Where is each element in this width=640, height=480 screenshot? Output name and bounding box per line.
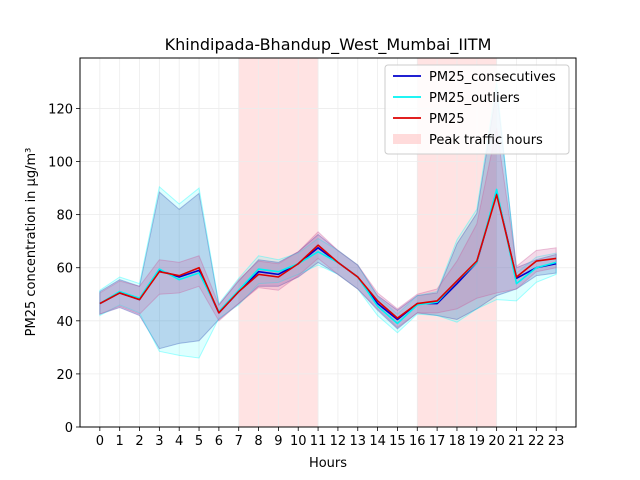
y-tick-label-60: 60 [56,262,73,277]
x-tick-label-5: 5 [195,434,203,449]
chart-title: Khindipada-Bhandup_West_Mumbai_IITM [165,35,492,55]
y-axis-label: PM25 concentration in µg/m³ [24,148,39,337]
x-tick-label-8: 8 [254,434,262,449]
y-tick-label-20: 20 [56,368,73,383]
x-tick-label-21: 21 [508,434,525,449]
x-tick-label-18: 18 [449,434,466,449]
band-PM25 [99,128,557,329]
x-tick-label-17: 17 [429,434,446,449]
x-tick-label-12: 12 [330,434,347,449]
plot-frame [79,57,577,428]
x-tick-label-11: 11 [310,434,327,449]
x-tick-label-10: 10 [290,434,307,449]
series-bands [99,81,557,359]
y-tick-label-120: 120 [48,102,73,117]
legend-box [384,64,570,155]
x-tick-label-15: 15 [389,434,406,449]
x-tick-label-14: 14 [369,434,386,449]
legend-label-1: PM25_outliers [429,91,520,106]
x-tick-label-0: 0 [96,434,104,449]
legend-label-2: PM25 [429,112,465,127]
legend: PM25_consecutives PM25_outliers PM25 Peak t… [384,64,570,155]
band-PM25_outliers [99,81,557,359]
x-tick-label-19: 19 [469,434,486,449]
y-tick-label-100: 100 [48,156,73,171]
y-tick-label-80: 80 [56,209,73,224]
x-axis-label: Hours [309,456,347,471]
x-tick-label-20: 20 [488,434,505,449]
series-lines [99,188,557,325]
x-tick-label-13: 13 [349,434,366,449]
x-axis-ticks: 0 1 2 3 4 5 6 7 8 9 10 11 12 13 14 15 16 17 18 19 20 21 22 23 [96,427,565,449]
y-axis-ticks: 0 20 40 60 80 100 120 [48,102,80,436]
legend-label-0: PM25_consecutives [429,70,556,85]
y-tick-label-0: 0 [65,421,73,436]
legend-swatch-3 [393,134,421,144]
x-tick-label-3: 3 [155,434,163,449]
line-PM25 [99,193,557,319]
x-tick-label-4: 4 [175,434,183,449]
x-tick-label-22: 22 [528,434,545,449]
x-tick-label-6: 6 [215,434,223,449]
x-tick-label-1: 1 [116,434,124,449]
x-tick-label-2: 2 [135,434,143,449]
y-tick-label-40: 40 [56,315,73,330]
x-tick-label-7: 7 [235,434,243,449]
x-tick-label-9: 9 [274,434,282,449]
x-tick-label-16: 16 [409,434,426,449]
x-tick-label-23: 23 [548,434,565,449]
legend-label-3: Peak traffic hours [429,133,543,148]
band-PM25_consecutives [99,89,557,350]
